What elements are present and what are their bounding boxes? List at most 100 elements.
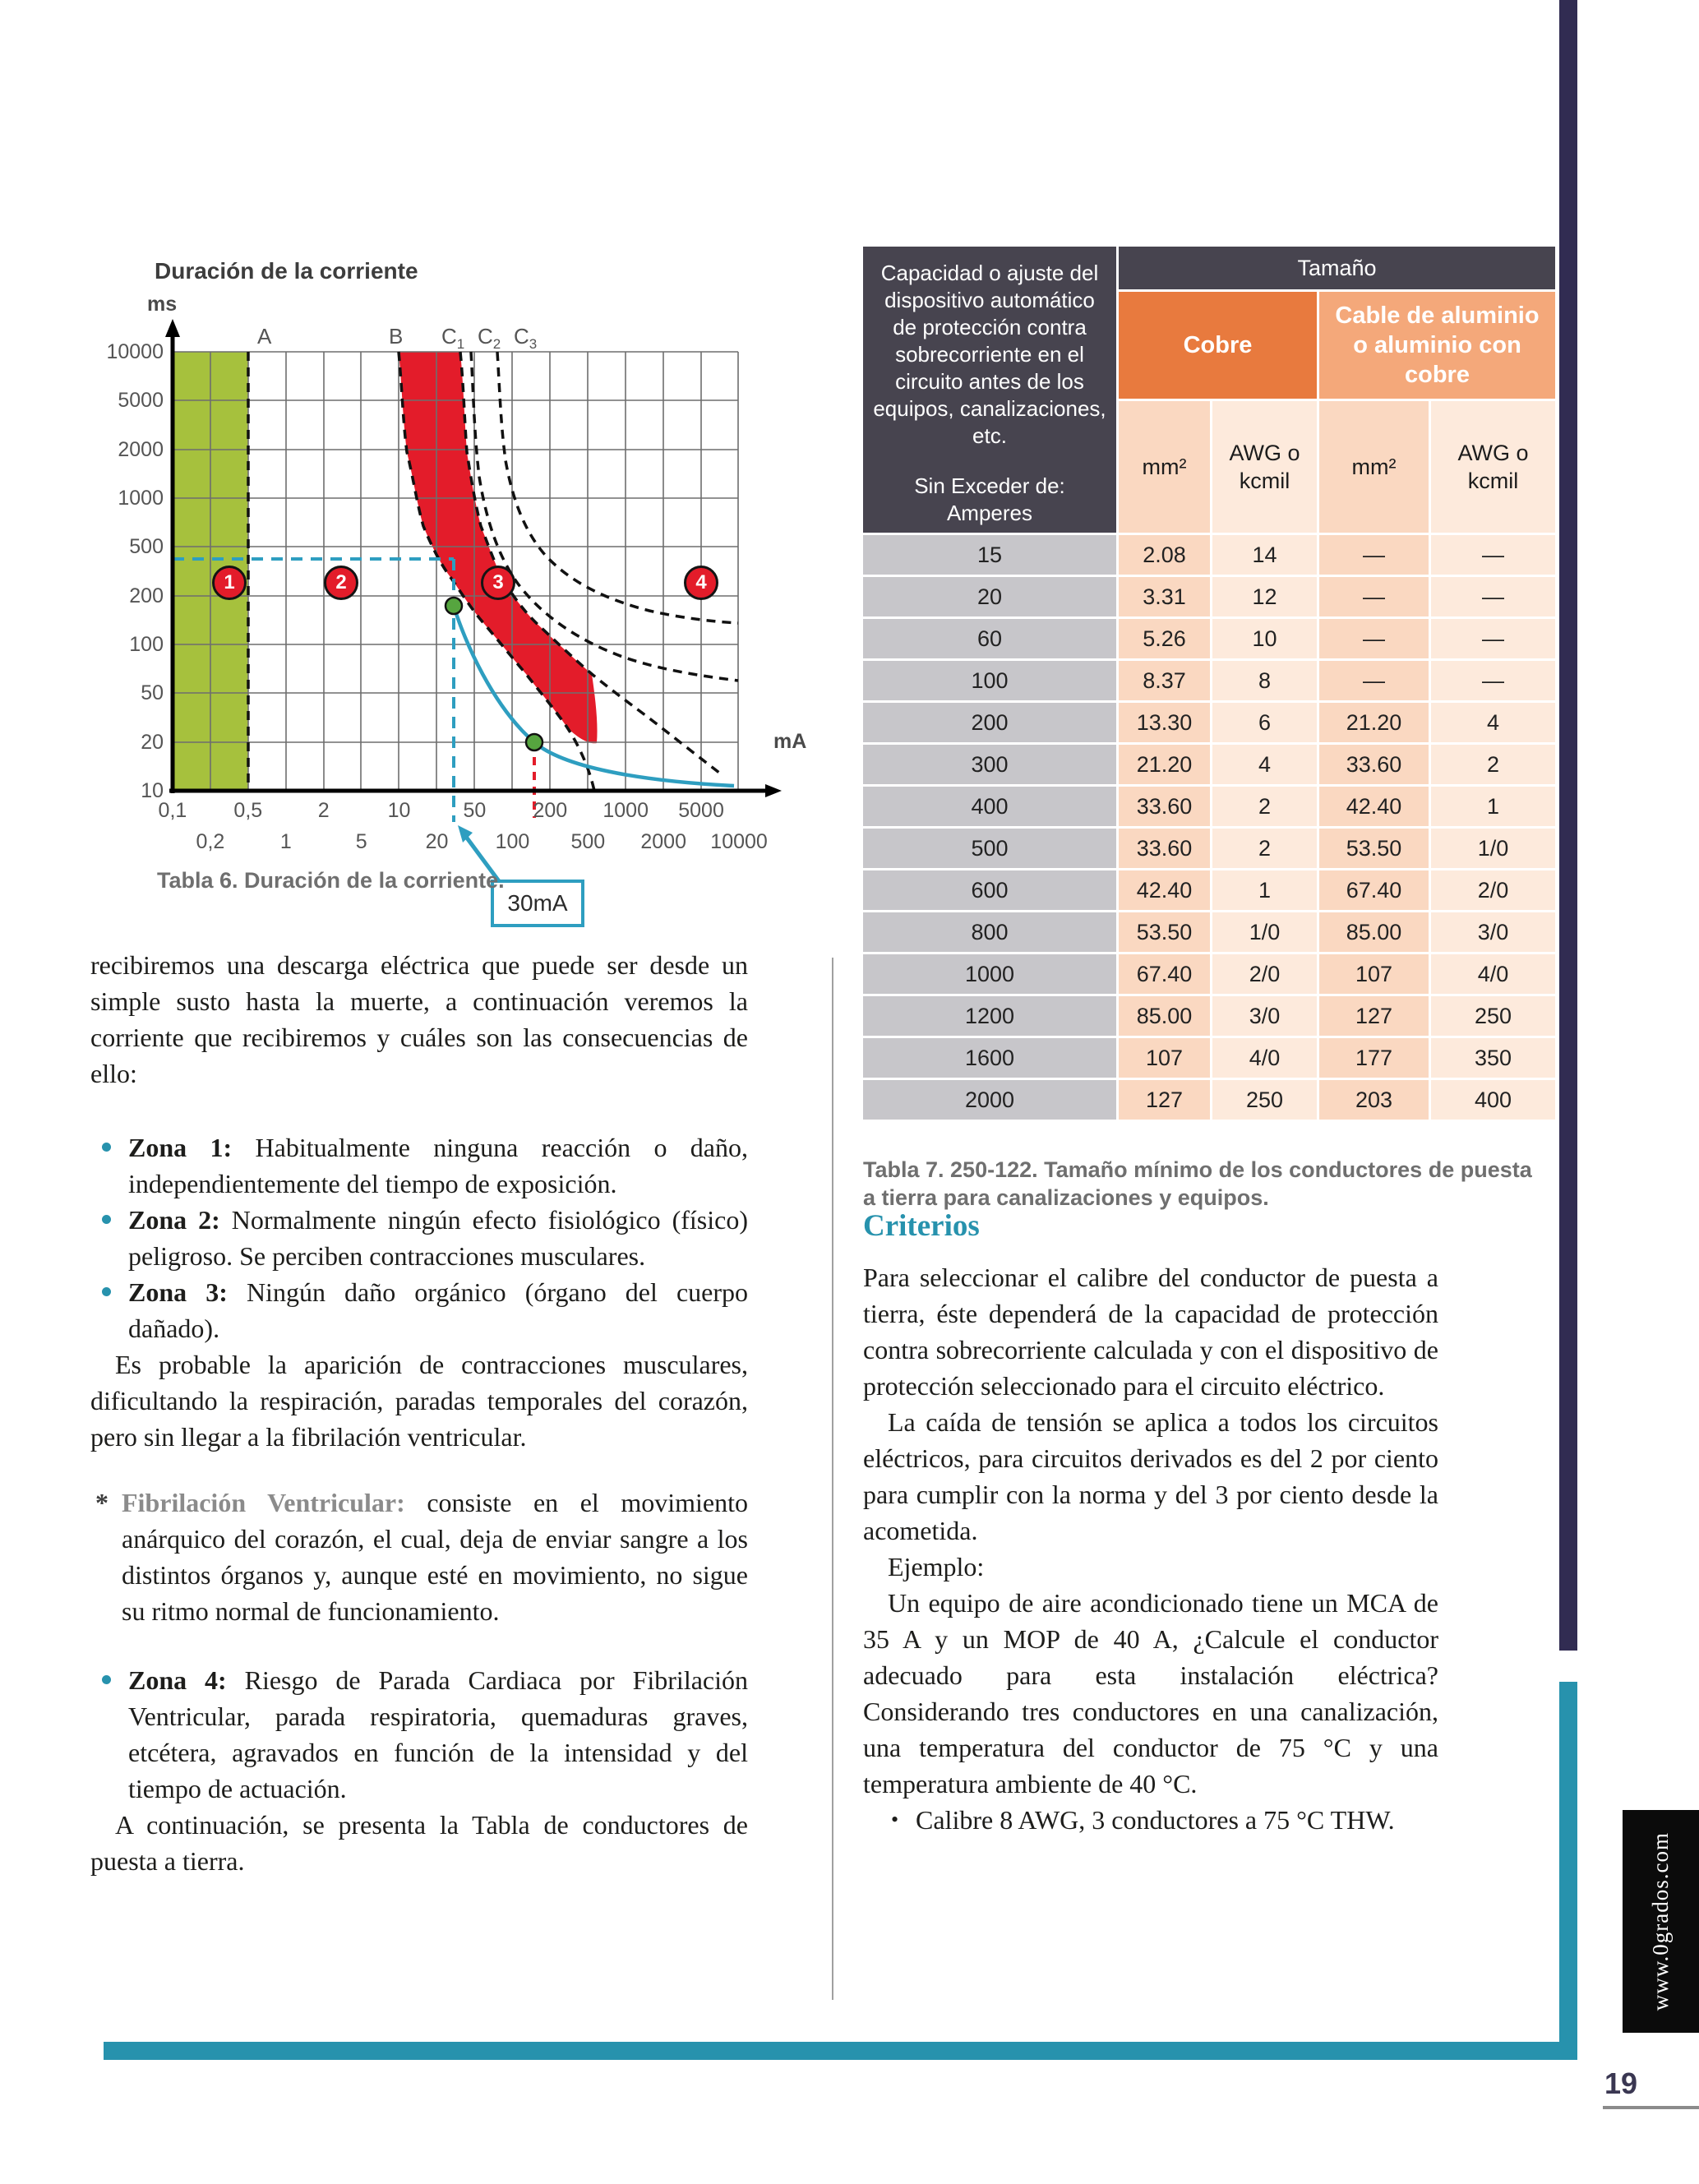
y-tick: 10000 [106,340,164,363]
header-mm2-aluminum: mm² [1319,401,1429,533]
right-text-column: Criterios Para seleccionar el calibre de… [863,1151,1545,1838]
cell-amperes: 500 [863,829,1116,868]
cell-mm2-copper: 33.60 [1119,787,1210,826]
curve-label-B: B [389,324,404,349]
zone3-red-band [399,352,598,744]
cell-mm2-aluminum: 67.40 [1319,870,1429,910]
y-tick: 10 [141,778,164,802]
curve-label-C3: C3 [514,324,538,353]
curve-C1 [459,351,721,774]
y-tick: 5000 [118,389,164,413]
curve-label-C1: C1 [441,324,465,353]
x-tick: 0,2 [196,830,225,853]
header-awg-aluminum: AWG o kcmil [1431,401,1555,533]
header-aluminum: Cable de aluminio o aluminio con cobre [1319,292,1555,399]
x-tick: 0,1 [158,799,187,822]
cell-mm2-copper: 13.30 [1119,703,1210,742]
zone4-bullet-item: Zona 4: Riesgo de Parada Cardiaca por Fi… [90,1662,748,1807]
cell-mm2-copper: 107 [1119,1038,1210,1078]
zone4-label: Zona 4: [128,1665,227,1695]
point-30mA-200ms [444,596,464,616]
cell-awg-aluminum: — [1431,535,1555,575]
criterios-body: Para seleccionar el calibre del conducto… [863,1259,1438,1838]
cell-awg-aluminum: 4 [1431,703,1555,742]
x-tick: 0,5 [233,799,263,822]
cell-awg-copper: 14 [1212,535,1317,575]
cell-amperes: 1000 [863,954,1116,994]
chart-caption: Tabla 6. Duración de la corriente. [157,868,505,893]
cell-mm2-copper: 21.20 [1119,745,1210,784]
page-number: 19 [1604,2066,1638,2100]
y-tick: 50 [141,681,164,705]
cell-amperes: 20 [863,577,1116,616]
cell-mm2-copper: 3.31 [1119,577,1210,616]
chart-title: Duración de la corriente [155,258,418,284]
zone4-bullet-list: Zona 4: Riesgo de Parada Cardiaca por Fi… [90,1662,748,1807]
cell-awg-copper: 2 [1212,829,1317,868]
y-tick: 2000 [118,437,164,461]
cell-mm2-copper: 5.26 [1119,619,1210,658]
cell-mm2-aluminum: 33.60 [1319,745,1429,784]
cell-awg-aluminum: 1/0 [1431,829,1555,868]
zone-bullet-item: Zona 3: Ningún daño orgánico (órgano del… [90,1274,748,1346]
cell-mm2-copper: 33.60 [1119,829,1210,868]
example-label: Ejemplo: [888,1552,985,1581]
example-paragraph: Un equipo de aire acondicionado tiene un… [863,1588,1438,1798]
cell-mm2-aluminum: 21.20 [1319,703,1429,742]
x-axis-tick-labels-row2: 0,2 1 5 20 100 500 2000 10000 [173,830,777,854]
header-capacity-cell: Capacidad o ajuste del dispositivo autom… [863,247,1116,533]
y-tick: 100 [129,632,164,656]
cell-awg-aluminum: — [1431,619,1555,658]
cell-awg-copper: 250 [1212,1080,1317,1120]
header-capacity-desc: Capacidad o ajuste del dispositivo autom… [873,261,1106,448]
header-copper: Cobre [1119,292,1317,399]
cell-amperes: 200 [863,703,1116,742]
x-tick: 10 [387,799,411,822]
zone-marker-1: 1 [212,566,247,600]
cell-mm2-aluminum: 177 [1319,1038,1429,1078]
header-awg-copper: AWG o kcmil [1212,401,1317,533]
curve-label-A: A [257,324,272,349]
x-tick: 2 [317,799,330,822]
cell-mm2-aluminum: — [1319,619,1429,658]
cell-awg-copper: 4/0 [1212,1038,1317,1078]
y-axis-tick-labels: 10000 5000 2000 1000 500 200 100 50 20 10 [81,341,164,801]
paragraph-closing: A continuación, se presenta la Tabla de … [90,1810,748,1876]
curve-B [397,351,596,792]
cell-amperes: 100 [863,661,1116,700]
fibrillation-note: * Fibrilación Ventricular: consiste en el… [90,1484,748,1629]
page-number-rule [1603,2106,1699,2109]
zone-marker-4: 4 [684,566,718,600]
paragraph-intro: recibiremos una descarga eléctrica que p… [90,950,748,1088]
x-tick: 200 [533,799,568,822]
x-tick: 2000 [640,830,686,853]
y-axis-unit: ms [147,293,178,316]
cell-mm2-aluminum: — [1319,661,1429,700]
zone-bullet-list: Zona 1: Habitualmente ninguna reacción o… [90,1129,748,1346]
cell-mm2-aluminum: 42.40 [1319,787,1429,826]
cell-awg-copper: 4 [1212,745,1317,784]
curve-label-C2: C2 [478,324,501,353]
y-tick: 200 [129,584,164,607]
header-mm2-copper: mm² [1119,401,1210,533]
zone4-text: Riesgo de Parada Cardiaca por Fibrilació… [128,1665,749,1803]
point-150mA-20ms [524,732,544,752]
annotation-30mA-box: 30mA [491,880,584,927]
callout-arrow-head [458,825,473,843]
cell-mm2-aluminum: — [1319,577,1429,616]
x-tick: 500 [570,830,606,853]
table-header: Capacidad o ajuste del dispositivo autom… [863,247,1555,533]
left-text-column: recibiremos una descarga eléctrica que p… [90,947,748,1879]
zone-label: Zona 1: [128,1133,233,1162]
cell-awg-copper: 2/0 [1212,954,1317,994]
paragraph-es-probable: Es probable la aparición de contraccione… [90,1350,748,1452]
cell-awg-aluminum: 250 [1431,996,1555,1036]
y-tick: 500 [129,535,164,559]
zone-label: Zona 3: [128,1277,228,1307]
cell-mm2-aluminum: 107 [1319,954,1429,994]
cell-mm2-copper: 53.50 [1119,912,1210,952]
cell-awg-aluminum: 4/0 [1431,954,1555,994]
asterisk-marker: * [95,1488,108,1517]
cell-amperes: 1600 [863,1038,1116,1078]
zone-bullet-item: Zona 2: Normalmente ningún efecto fisiol… [90,1202,748,1274]
